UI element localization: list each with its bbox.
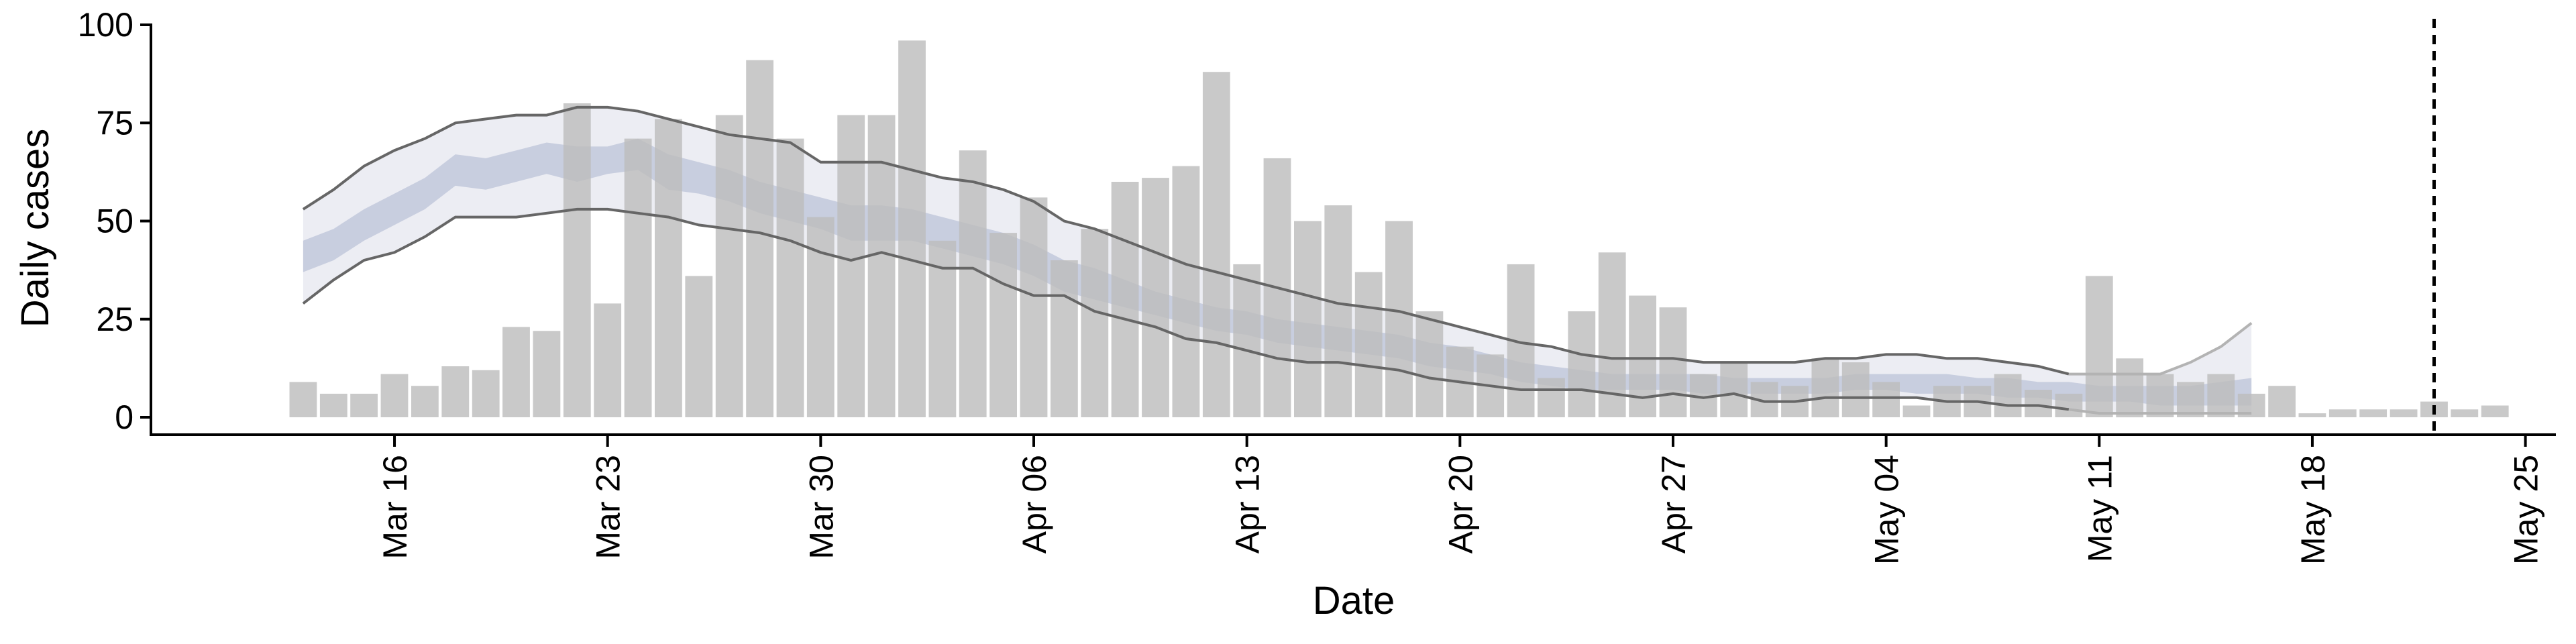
x-axis-title: Date xyxy=(1313,579,1395,623)
bars-layer xyxy=(289,40,2509,418)
bar xyxy=(1598,252,1626,417)
bar xyxy=(715,115,743,417)
x-tick-label: Apr 13 xyxy=(1229,455,1267,553)
bar xyxy=(533,331,561,417)
bar xyxy=(2451,409,2479,417)
bar xyxy=(867,115,896,417)
x-tick-label: May 18 xyxy=(2294,455,2332,565)
bar xyxy=(1202,72,1230,417)
interval-bound-lines-layer xyxy=(302,105,2253,415)
bar xyxy=(2025,390,2052,417)
bar xyxy=(350,393,378,417)
bar xyxy=(2085,276,2113,417)
bar xyxy=(1051,260,1078,417)
bar xyxy=(2116,358,2144,418)
bar xyxy=(319,393,347,417)
bar xyxy=(1720,362,1748,417)
y-tick-label: 100 xyxy=(78,6,133,44)
bar xyxy=(837,115,865,417)
bar xyxy=(1994,374,2022,417)
bar xyxy=(776,138,804,417)
bar xyxy=(1324,205,1352,417)
bar xyxy=(2055,393,2083,417)
bar xyxy=(685,276,713,417)
y-tick-label: 50 xyxy=(96,203,133,240)
bar xyxy=(928,240,957,418)
upper-bound-line xyxy=(302,105,2070,376)
bar xyxy=(2146,374,2174,417)
bar xyxy=(1020,197,1048,417)
y-tick-label: 25 xyxy=(96,301,133,338)
bar xyxy=(2298,413,2326,417)
x-tick-label: Apr 20 xyxy=(1442,455,1479,553)
bar xyxy=(380,374,409,417)
y-axis-title: Daily cases xyxy=(13,129,57,328)
bar xyxy=(655,119,682,417)
upper-bound-line-forecast xyxy=(2068,322,2253,376)
bar xyxy=(411,386,439,417)
bar xyxy=(1902,405,1931,417)
bar xyxy=(959,150,987,417)
x-tick-label: Mar 16 xyxy=(376,455,414,559)
bar xyxy=(1354,272,1383,417)
bar xyxy=(1172,166,1200,417)
y-tick-label: 0 xyxy=(115,398,133,436)
bar xyxy=(1233,264,1261,417)
bar xyxy=(898,40,926,417)
bar xyxy=(2390,409,2418,417)
bar xyxy=(2268,386,2296,417)
bar xyxy=(472,370,500,417)
x-tick-label: Mar 30 xyxy=(802,455,840,559)
bar xyxy=(563,103,591,417)
x-tick-label: May 04 xyxy=(1868,455,1906,565)
bar xyxy=(1872,382,1900,417)
bar xyxy=(2177,382,2204,417)
bar xyxy=(1111,182,1139,417)
bar xyxy=(1568,311,1596,417)
bar xyxy=(1415,311,1444,417)
bar xyxy=(746,60,773,418)
bar xyxy=(1659,307,1687,417)
x-tick-label: May 11 xyxy=(2081,455,2118,562)
bar xyxy=(441,366,470,417)
bar xyxy=(1841,362,1870,417)
bar xyxy=(1142,178,1169,417)
x-tick-label: Mar 23 xyxy=(590,455,627,559)
bar xyxy=(1081,229,1109,417)
bar xyxy=(2481,405,2509,417)
bar xyxy=(989,233,1017,417)
bar xyxy=(502,327,530,417)
lower-bound-line xyxy=(302,207,2070,411)
bar xyxy=(2359,409,2387,417)
bar xyxy=(594,303,622,417)
x-tick-label: Apr 27 xyxy=(1655,455,1693,553)
bar xyxy=(806,217,835,417)
bar xyxy=(1811,358,1839,418)
lower-bound-line-forecast xyxy=(2068,408,2252,415)
bar xyxy=(2328,409,2357,417)
axes-layer: 0 25 50 75 100 Mar 16 Mar 23 Mar 30 Apr 06 Apr 13… xyxy=(78,6,2556,565)
bar xyxy=(1538,378,1565,417)
x-tick-label: May 25 xyxy=(2508,455,2545,565)
bar xyxy=(1294,221,1322,417)
bar xyxy=(624,138,652,417)
bar xyxy=(289,382,317,417)
bar xyxy=(2207,374,2235,417)
y-tick-label: 75 xyxy=(96,104,133,142)
x-tick-label: Apr 06 xyxy=(1016,455,1053,553)
bar xyxy=(1385,221,1413,417)
